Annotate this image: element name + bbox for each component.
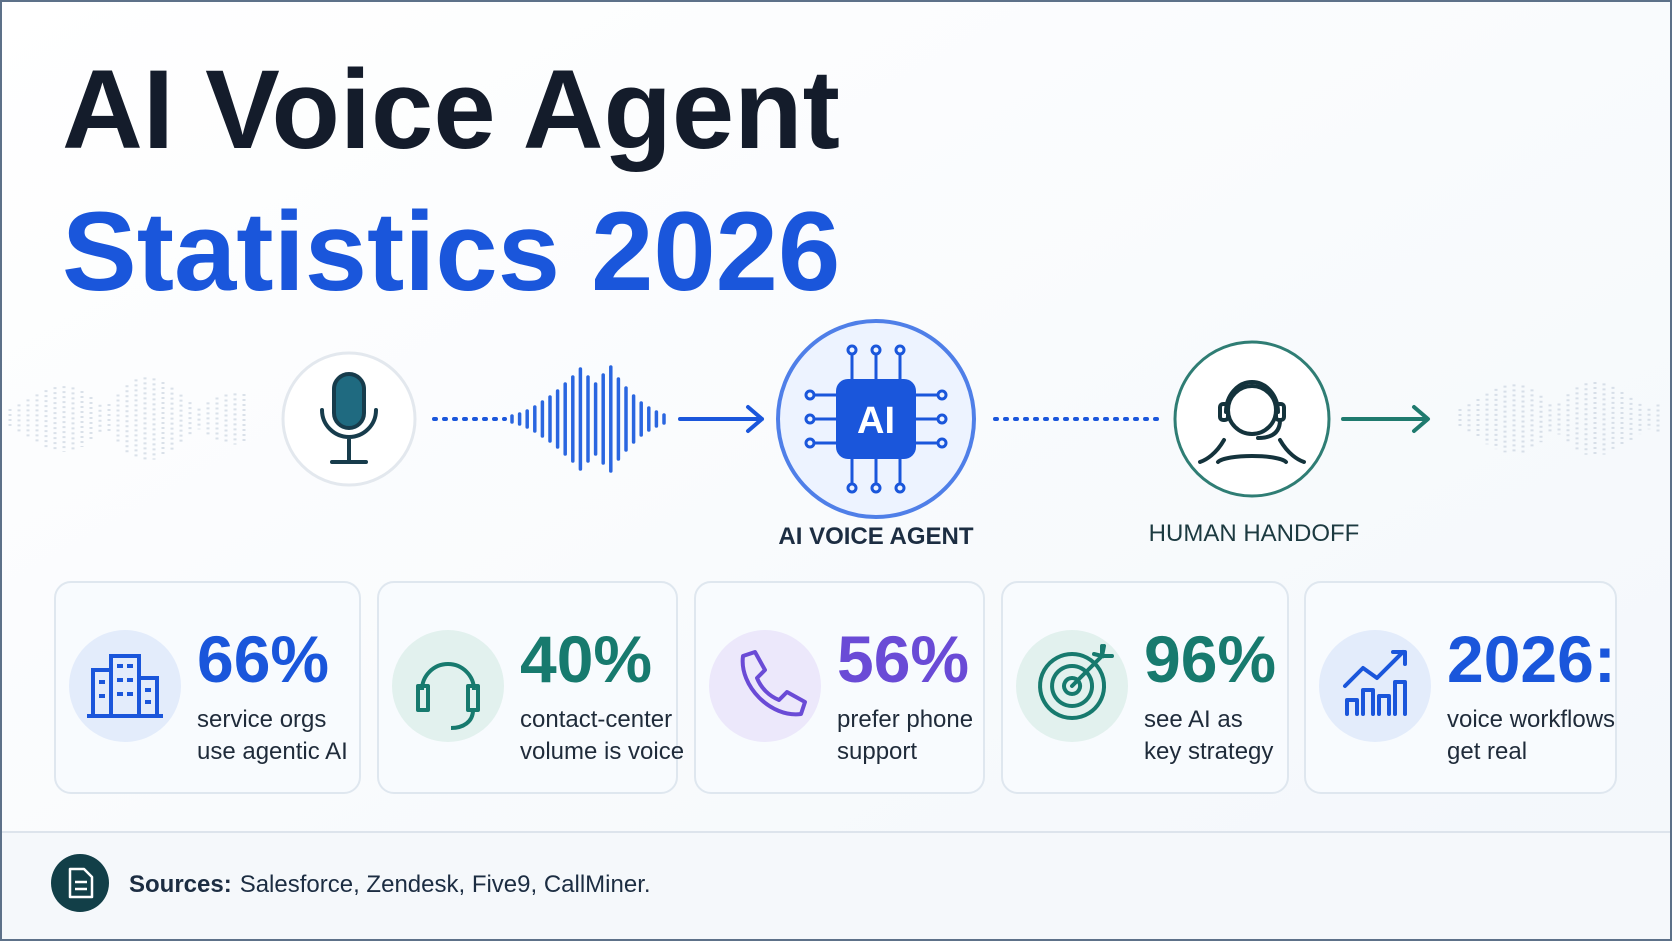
chip-label: AI: [857, 400, 895, 442]
stat-card: 2026: voice workflows get real: [1304, 581, 1617, 794]
stat-card: 56% prefer phone support: [694, 581, 985, 794]
stat-description: voice workflows: [1447, 706, 1615, 733]
handoff-label: HUMAN HANDOFF: [1149, 520, 1360, 547]
stat-description: key strategy: [1144, 738, 1273, 765]
sources-text: Salesforce, Zendesk, Five9, CallMiner.: [240, 871, 651, 898]
stat-description: prefer phone: [837, 706, 973, 733]
mic-icon: [332, 372, 366, 430]
human-circle: [1173, 340, 1331, 498]
stat-description: volume is voice: [520, 738, 684, 765]
sources: Sources: Salesforce, Zendesk, Five9, Call…: [129, 871, 651, 898]
footer-bg: [2, 832, 1670, 939]
icon-circle: [69, 630, 181, 742]
stat-value: 56%: [837, 622, 969, 696]
stat-description: see AI as: [1144, 706, 1243, 733]
stat-description: use agentic AI: [197, 738, 348, 765]
stat-description: contact-center: [520, 706, 672, 733]
ai-chip: [836, 379, 916, 459]
stat-card: 66% service orgs use agentic AI: [54, 581, 361, 794]
stat-value: 96%: [1144, 622, 1276, 696]
title-line2: Statistics 2026: [62, 189, 840, 314]
target-icon: [1038, 644, 1114, 720]
headset-icon: [416, 662, 480, 730]
circuit-lines: [804, 344, 948, 494]
agent-label: AI VOICE AGENT: [778, 523, 973, 550]
stat-description: support: [837, 738, 917, 765]
stat-card: 96% see AI as key strategy: [1001, 581, 1289, 794]
building-icon: [87, 654, 163, 718]
stat-value: 40%: [520, 622, 652, 696]
title-line1: AI Voice Agent: [62, 47, 840, 172]
agent-person-icon: [1198, 380, 1306, 464]
stat-description: service orgs: [197, 706, 326, 733]
icon-circle: [392, 630, 504, 742]
document-glyph: [68, 867, 94, 899]
growth-icon: [1343, 650, 1407, 716]
phone-icon: [740, 650, 807, 717]
icon-circle: [1319, 630, 1431, 742]
flow-diagram: AI AI VOICE AGENT HUMAN HANDOFF: [281, 319, 1430, 550]
stat-value: 66%: [197, 622, 329, 696]
stat-cards: 66% service orgs use agentic AI 40% contact-…: [54, 581, 1617, 794]
stat-card: 40% contact-center volume is voice: [377, 581, 684, 794]
stat-description: get real: [1447, 738, 1527, 765]
sources-label: Sources:: [129, 871, 232, 898]
arrow: [678, 405, 764, 433]
waveform: [510, 365, 666, 473]
arrow: [1341, 405, 1430, 433]
stat-value: 2026:: [1447, 622, 1616, 696]
icon-circle: [709, 630, 821, 742]
mic-stand: [320, 408, 378, 464]
